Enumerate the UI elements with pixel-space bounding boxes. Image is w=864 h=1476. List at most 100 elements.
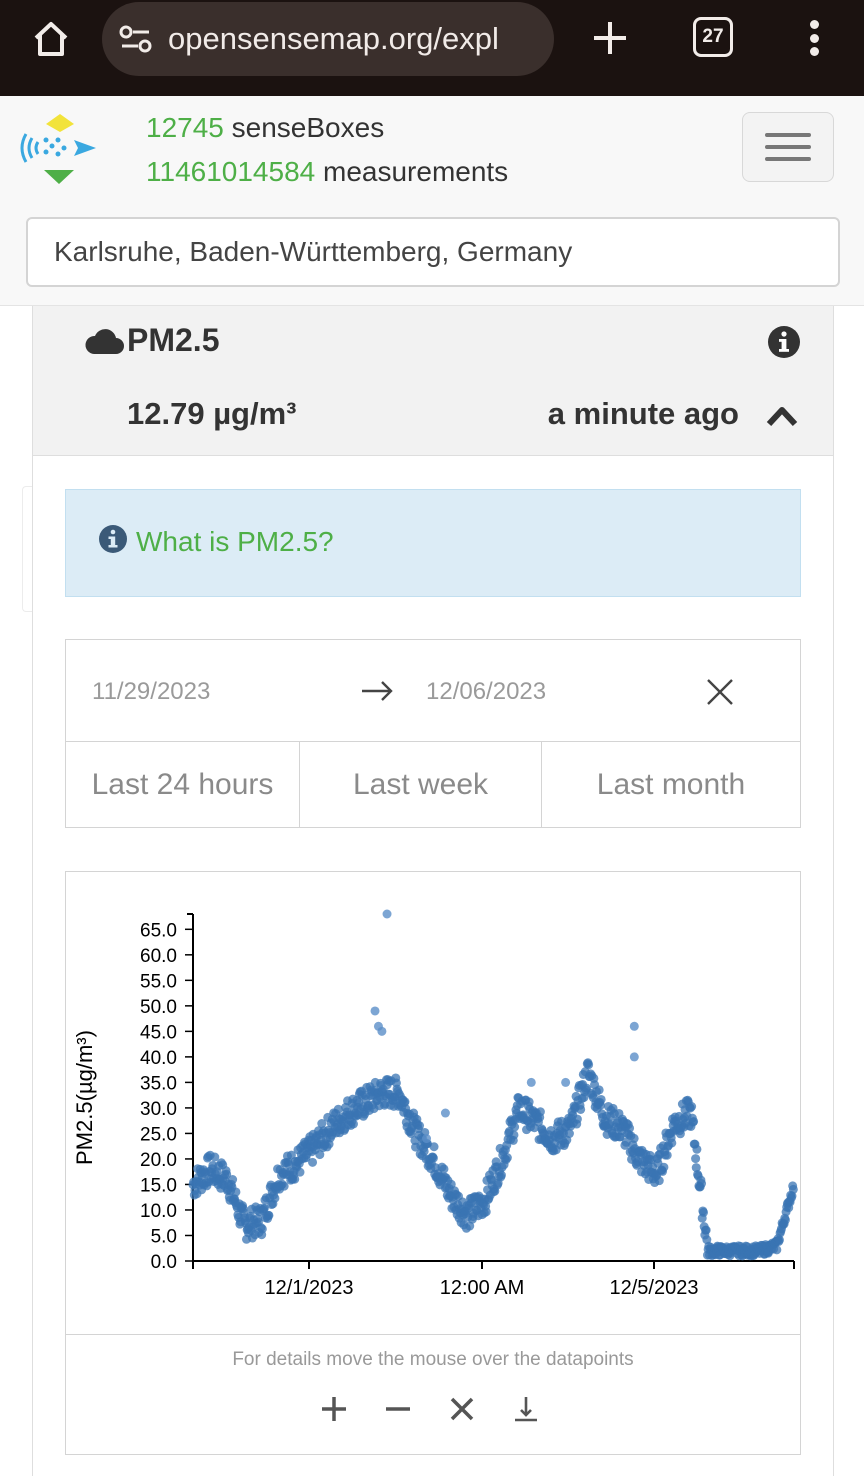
data-point bbox=[308, 1157, 318, 1167]
date-range-row: 11/29/2023 12/06/2023 bbox=[66, 640, 800, 742]
hamburger-menu-button[interactable] bbox=[742, 112, 834, 182]
address-bar[interactable]: opensensemap.org/expl bbox=[102, 2, 554, 76]
location-search-input[interactable]: Karlsruhe, Baden-Württemberg, Germany bbox=[26, 217, 840, 287]
site-header: 12745 senseBoxes 11461014584 measurement… bbox=[0, 96, 864, 306]
y-tick-label: 15.0 bbox=[140, 1175, 177, 1196]
cloud-icon bbox=[85, 329, 124, 354]
y-tick-label: 40.0 bbox=[140, 1048, 177, 1069]
y-tick-label: 55.0 bbox=[140, 971, 177, 992]
data-point bbox=[596, 1094, 606, 1104]
y-tick-label: 65.0 bbox=[140, 920, 177, 941]
data-point bbox=[317, 1119, 327, 1129]
data-point bbox=[699, 1207, 709, 1217]
zoom-out-icon[interactable] bbox=[384, 1395, 420, 1431]
data-point bbox=[502, 1153, 512, 1163]
last-24-hours-button[interactable]: Last 24 hours bbox=[66, 742, 300, 828]
data-point bbox=[264, 1210, 274, 1220]
data-point bbox=[419, 1146, 429, 1156]
outlier-point bbox=[377, 1026, 387, 1036]
data-point bbox=[564, 1129, 574, 1139]
data-point bbox=[400, 1097, 410, 1107]
y-tick-label: 30.0 bbox=[140, 1099, 177, 1120]
data-point bbox=[687, 1102, 697, 1112]
data-point bbox=[697, 1179, 707, 1189]
boxes-label: senseBoxes bbox=[231, 112, 385, 143]
last-week-button[interactable]: Last week bbox=[300, 742, 542, 828]
info-box[interactable]: What is PM2.5? bbox=[65, 489, 801, 597]
info-icon[interactable] bbox=[767, 325, 801, 359]
data-point bbox=[270, 1193, 280, 1203]
end-date-input[interactable]: 12/06/2023 bbox=[426, 678, 547, 705]
outlier-point bbox=[370, 1006, 380, 1016]
data-point bbox=[333, 1104, 343, 1114]
outlier-point bbox=[382, 909, 392, 919]
url-text: opensensemap.org/expl bbox=[168, 21, 499, 56]
outlier-point bbox=[526, 1077, 536, 1087]
data-point bbox=[231, 1187, 241, 1197]
data-point bbox=[594, 1085, 604, 1095]
data-point bbox=[481, 1207, 491, 1217]
data-point bbox=[259, 1203, 269, 1213]
chevron-up-icon[interactable] bbox=[765, 402, 799, 428]
browser-toolbar: opensensemap.org/expl 27 bbox=[0, 0, 864, 96]
chart-hint: For details move the mouse over the data… bbox=[232, 1349, 634, 1370]
data-point bbox=[772, 1245, 782, 1255]
stats-block: 12745 senseBoxes 11461014584 measurement… bbox=[146, 106, 508, 194]
data-point bbox=[667, 1138, 677, 1148]
data-point bbox=[348, 1119, 358, 1129]
what-is-pm25-link[interactable]: What is PM2.5? bbox=[136, 526, 334, 557]
date-range-picker: 11/29/2023 12/06/2023 Last 24 hours Last… bbox=[65, 639, 801, 828]
y-tick-label: 25.0 bbox=[140, 1124, 177, 1145]
data-point bbox=[465, 1221, 475, 1231]
y-tick-label: 60.0 bbox=[140, 946, 177, 967]
y-tick-label: 10.0 bbox=[140, 1201, 177, 1222]
data-point bbox=[510, 1122, 520, 1132]
start-date-input[interactable]: 11/29/2023 bbox=[92, 678, 211, 705]
data-point bbox=[692, 1144, 702, 1154]
data-point bbox=[496, 1170, 506, 1180]
new-tab-icon[interactable] bbox=[586, 14, 634, 62]
y-tick-label: 45.0 bbox=[140, 1022, 177, 1043]
site-settings-icon[interactable] bbox=[118, 21, 154, 57]
data-point bbox=[576, 1104, 586, 1114]
data-point bbox=[415, 1121, 425, 1131]
reset-zoom-icon[interactable] bbox=[448, 1395, 484, 1431]
x-tick-label: 12/5/2023 bbox=[610, 1277, 699, 1299]
data-point bbox=[691, 1163, 701, 1173]
data-point bbox=[279, 1181, 289, 1191]
data-point bbox=[774, 1235, 784, 1245]
outlier-point bbox=[561, 1077, 571, 1087]
data-point bbox=[257, 1224, 267, 1234]
x-tick-label: 12:00 AM bbox=[440, 1277, 525, 1299]
data-point bbox=[625, 1123, 635, 1133]
arrow-right-icon bbox=[362, 681, 393, 701]
chart-container: 0.0 5.0 10.0 15.0 20.0 25.0 30.0 35.0 40.0 45.0 50… bbox=[65, 871, 801, 1455]
measurements-count: 11461014584 bbox=[146, 156, 316, 187]
tab-switcher-button[interactable]: 27 bbox=[693, 17, 733, 57]
y-axis-label: PM2.5(µg/m³) bbox=[72, 1030, 97, 1165]
background-panel-edge bbox=[22, 486, 32, 612]
data-point bbox=[429, 1142, 439, 1152]
clear-icon[interactable] bbox=[706, 678, 734, 706]
pm25-scatter-chart[interactable]: 0.0 5.0 10.0 15.0 20.0 25.0 30.0 35.0 40.0 45.0 50… bbox=[66, 872, 800, 1334]
last-month-button[interactable]: Last month bbox=[596, 768, 746, 801]
data-point bbox=[584, 1060, 594, 1070]
download-icon[interactable] bbox=[512, 1395, 548, 1431]
outlier-point bbox=[629, 1021, 639, 1031]
browser-menu-icon[interactable] bbox=[800, 14, 828, 62]
sensor-title: PM2.5 bbox=[127, 322, 220, 358]
boxes-count: 12745 bbox=[146, 112, 224, 143]
data-point bbox=[222, 1169, 232, 1179]
data-point bbox=[535, 1107, 545, 1117]
data-point bbox=[701, 1225, 711, 1235]
y-tick-label: 0.0 bbox=[151, 1252, 177, 1273]
home-icon[interactable] bbox=[26, 14, 76, 64]
sensor-header[interactable]: PM2.5 12.79 µg/m³ a minute ago bbox=[33, 306, 833, 456]
y-tick-label: 5.0 bbox=[151, 1226, 177, 1247]
data-point bbox=[439, 1164, 449, 1174]
data-point bbox=[228, 1175, 238, 1185]
sensor-value: 12.79 µg/m³ bbox=[127, 396, 297, 431]
zoom-in-icon[interactable] bbox=[320, 1395, 356, 1431]
data-point bbox=[315, 1150, 325, 1160]
data-point bbox=[572, 1114, 582, 1124]
